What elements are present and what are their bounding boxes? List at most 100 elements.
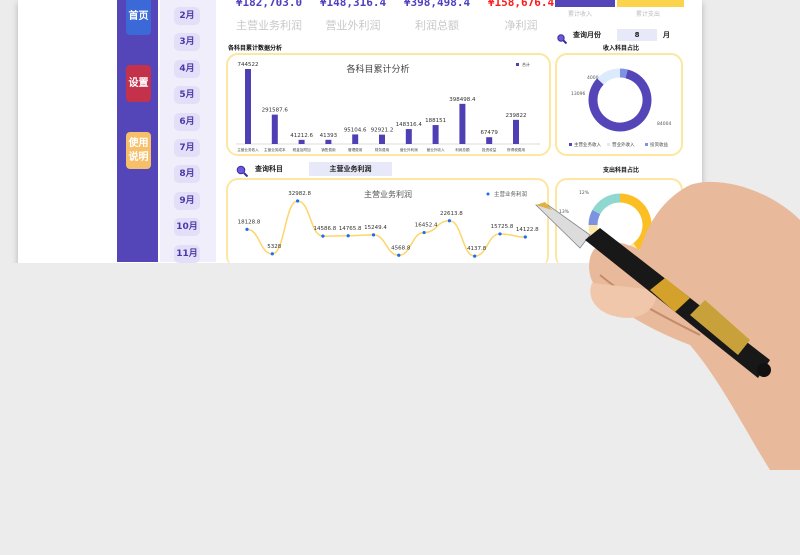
subject-input[interactable]: 主营业务利润 <box>309 162 392 176</box>
line-chart: 主营业务利润 主营业务利润 18128.8 5328 32982.8 14586.8 147… <box>238 189 539 258</box>
donut-slice <box>597 68 621 85</box>
bar <box>325 139 332 144</box>
kpi-value: ¥148,316.4 <box>319 0 387 9</box>
total-expense-label: 累计支出 <box>636 11 661 18</box>
expense-pie-title: 支出科目占比 <box>603 167 640 174</box>
category-label: 税金及附加 <box>293 147 311 152</box>
data-point <box>523 235 527 239</box>
home-button[interactable]: 首页 <box>126 0 151 35</box>
data-point <box>473 254 477 258</box>
category-label: 管理费用 <box>348 147 363 152</box>
month-list: 2月 3月 4月 5月 6月 7月 8月 9月 10月 11月 <box>160 0 216 263</box>
slice-label: 13% <box>559 209 570 215</box>
line-chart-panel: 主营业务利润 主营业务利润 18128.8 5328 32982.8 14586.8 147… <box>226 178 549 268</box>
month-button[interactable]: 4月 <box>174 59 200 78</box>
data-label: 239822 <box>506 113 527 119</box>
month-button[interactable]: 2月 <box>174 7 200 25</box>
data-label: 4568.8 <box>391 245 411 251</box>
category-label: 主营业务收入 <box>237 147 259 152</box>
pen <box>535 202 771 378</box>
series-line <box>246 200 526 257</box>
bar <box>352 134 359 144</box>
data-point <box>346 234 350 238</box>
legend-swatch <box>569 143 572 146</box>
slice-label: 4000 <box>587 75 599 81</box>
donut-slice <box>588 209 601 226</box>
data-label: 41212.6 <box>290 133 313 139</box>
data-label: 18128.8 <box>238 219 261 225</box>
month-button[interactable]: 11月 <box>174 244 200 263</box>
bar <box>245 69 251 144</box>
settings-button[interactable]: 设置 <box>126 65 151 102</box>
data-label: 188151 <box>425 118 446 124</box>
category-label: 营业外收入 <box>427 147 445 152</box>
data-point <box>321 234 325 238</box>
legend-swatch <box>607 143 610 146</box>
category-label: 主营业务成本 <box>264 147 286 152</box>
bar <box>379 134 385 144</box>
month-unit: 月 <box>663 31 670 39</box>
legend-label: 合计 <box>522 61 530 67</box>
month-button[interactable]: 7月 <box>174 139 200 157</box>
legend-label: 营业外收入 <box>612 141 635 148</box>
thumb <box>590 283 657 318</box>
kpi-label: 利润总额 <box>415 19 459 32</box>
legend-swatch <box>645 143 648 146</box>
bar <box>513 119 519 144</box>
kpi-value: ¥398,498.4 <box>403 0 471 9</box>
data-point <box>296 199 300 203</box>
data-label: 95104.6 <box>344 127 367 133</box>
kpi-label: 主营业务利润 <box>236 19 302 32</box>
category-label: 利润总额 <box>455 147 470 152</box>
data-label: 291587.6 <box>262 108 289 114</box>
data-label: 744522 <box>238 62 259 68</box>
data-label: 14765.8 <box>339 226 362 232</box>
bar <box>271 114 278 144</box>
help-button[interactable]: 使用说明 <box>126 132 151 169</box>
category-label: 投资收益 <box>482 147 497 152</box>
month-button[interactable]: 3月 <box>174 33 200 52</box>
income-donut-chart: 84004 13096 4000 主营业务收入 营业外收入 投资收益 <box>569 68 671 148</box>
month-button[interactable]: 6月 <box>174 112 200 131</box>
bar-chart: 各科目累计分析 合计 744522 主营业务收入 291587.6 主营业务成本 41212… <box>236 61 540 152</box>
donut-slice <box>619 193 652 251</box>
donut-slice <box>588 69 652 132</box>
donut-slice <box>619 68 628 79</box>
data-label: 15249.4 <box>364 225 387 231</box>
legend-marker <box>486 192 490 196</box>
legend-label: 投资收益 <box>650 141 668 148</box>
bar <box>298 139 305 144</box>
bar <box>432 125 439 144</box>
bar <box>405 129 412 144</box>
data-point <box>371 233 376 237</box>
data-label: 14122.8 <box>516 227 539 233</box>
data-label: 398498.4 <box>449 97 476 103</box>
data-label: 16452.4 <box>415 223 438 229</box>
slice-label: 12% <box>579 190 590 196</box>
month-button[interactable]: 9月 <box>174 191 200 210</box>
month-input[interactable]: 8 <box>617 29 657 41</box>
kpi-value: ¥158,676.4 <box>487 0 555 9</box>
donut-slice <box>592 193 621 215</box>
data-label: 32982.8 <box>288 191 311 197</box>
kpi-label: 营业外利润 <box>325 19 381 32</box>
data-point <box>447 219 451 223</box>
total-expense-box <box>617 0 684 7</box>
bar-chart-panel: 各科目累计分析 合计 744522 主营业务收入 291587.6 主营业务成本 41212… <box>226 53 551 156</box>
month-button[interactable]: 10月 <box>174 218 200 237</box>
month-query-label: 查询月份 <box>573 31 601 39</box>
category-label: 财务费用 <box>375 147 390 152</box>
data-label: 41393 <box>320 133 338 139</box>
slice-label: 13096 <box>571 91 585 97</box>
month-button[interactable]: 8月 <box>174 165 200 184</box>
month-button[interactable]: 5月 <box>174 86 200 105</box>
data-label: 92921.2 <box>371 128 394 134</box>
slice-label: 84004 <box>657 121 671 127</box>
legend-label: 主营业务收入 <box>574 141 601 148</box>
data-point <box>270 252 274 256</box>
subject-query-label: 查询科目 <box>255 165 283 173</box>
data-label: 15725.8 <box>491 224 514 230</box>
category-label: 所得税费用 <box>507 147 525 152</box>
income-pie-title: 收入科目占比 <box>603 45 640 52</box>
